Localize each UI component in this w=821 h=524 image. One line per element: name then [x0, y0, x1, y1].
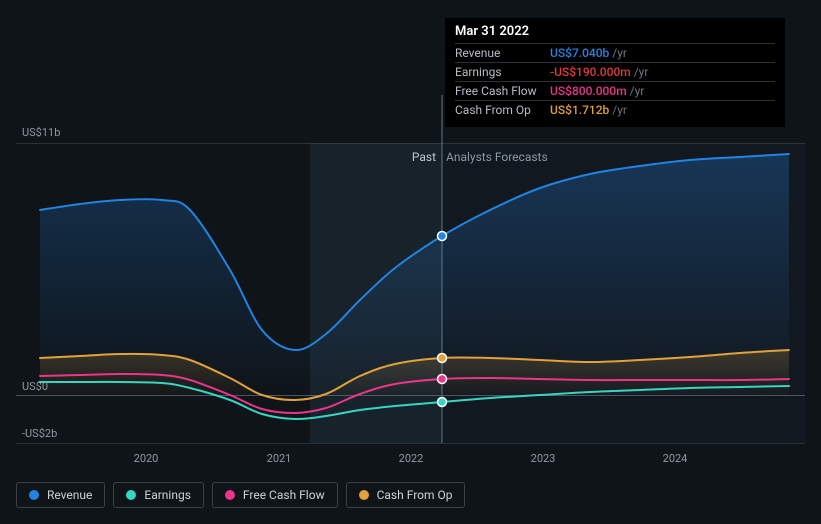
financial-chart: US$11b US$0 -US$2b Past Analysts Forecas…	[0, 0, 821, 524]
tooltip-label: Cash From Op	[455, 103, 550, 117]
legend-item-earnings[interactable]: Earnings	[113, 482, 204, 508]
tooltip-date: Mar 31 2022	[455, 24, 775, 43]
legend-label: Revenue	[47, 488, 92, 502]
tooltip-unit: /yr	[634, 65, 649, 79]
legend-swatch-icon	[359, 490, 369, 500]
tooltip-value: US$7.040b	[550, 46, 609, 60]
legend-swatch-icon	[225, 490, 235, 500]
legend-label: Cash From Op	[377, 488, 453, 502]
tooltip-value: -US$190.000m	[550, 65, 631, 79]
tooltip-unit: /yr	[630, 84, 645, 98]
legend-swatch-icon	[29, 490, 39, 500]
tooltip-value: US$1.712b	[550, 103, 609, 117]
tooltip-label: Earnings	[455, 65, 550, 79]
tooltip-unit: /yr	[612, 103, 627, 117]
tooltip-row-revenue: Revenue US$7.040b /yr	[455, 43, 775, 62]
legend-item-fcf[interactable]: Free Cash Flow	[212, 482, 338, 508]
legend-item-revenue[interactable]: Revenue	[16, 482, 105, 508]
legend-label: Earnings	[144, 488, 191, 502]
tooltip-row-earnings: Earnings -US$190.000m /yr	[455, 62, 775, 81]
tooltip-value: US$800.000m	[550, 84, 627, 98]
legend-label: Free Cash Flow	[243, 488, 325, 502]
tooltip-row-cfo: Cash From Op US$1.712b /yr	[455, 100, 775, 119]
chart-tooltip: Mar 31 2022 Revenue US$7.040b /yr Earnin…	[445, 18, 785, 127]
legend-item-cfo[interactable]: Cash From Op	[346, 482, 466, 508]
tooltip-label: Revenue	[455, 46, 550, 60]
tooltip-unit: /yr	[612, 46, 627, 60]
tooltip-label: Free Cash Flow	[455, 84, 550, 98]
tooltip-row-fcf: Free Cash Flow US$800.000m /yr	[455, 81, 775, 100]
legend-swatch-icon	[126, 490, 136, 500]
chart-legend: Revenue Earnings Free Cash Flow Cash Fro…	[16, 482, 465, 508]
